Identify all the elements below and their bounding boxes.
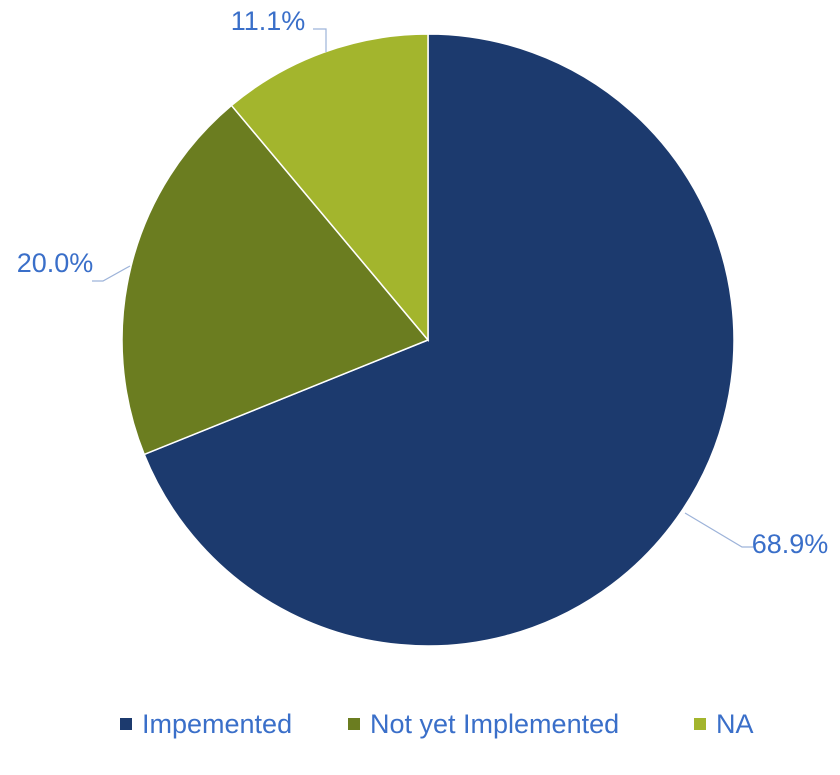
legend-label: NA: [716, 709, 754, 739]
legend-label: Impemented: [142, 709, 292, 739]
pie-slice-na: [230, 33, 429, 343]
data-label: 11.1%: [231, 6, 306, 36]
data-label: 68.9%: [752, 529, 829, 559]
data-labels: 68.9% 20.0% 11.1%: [17, 6, 829, 559]
leader-line: [684, 512, 755, 548]
legend-swatch: [348, 718, 360, 730]
leader-lines: [92, 28, 755, 548]
legend-swatch: [120, 718, 132, 730]
data-label: 20.0%: [17, 248, 94, 278]
legend: Impemented Not yet Implemented NA: [120, 709, 754, 739]
leader-line: [313, 28, 327, 52]
legend-item: Not yet Implemented: [348, 709, 619, 739]
legend-item: NA: [694, 709, 754, 739]
pie-slices: [121, 33, 735, 647]
pie-slice-not-yet-implemented: [121, 104, 430, 456]
leader-line: [92, 265, 131, 282]
legend-swatch: [694, 718, 706, 730]
legend-item: Impemented: [120, 709, 292, 739]
legend-label: Not yet Implemented: [370, 709, 619, 739]
pie-slice-impemented: [143, 33, 735, 647]
